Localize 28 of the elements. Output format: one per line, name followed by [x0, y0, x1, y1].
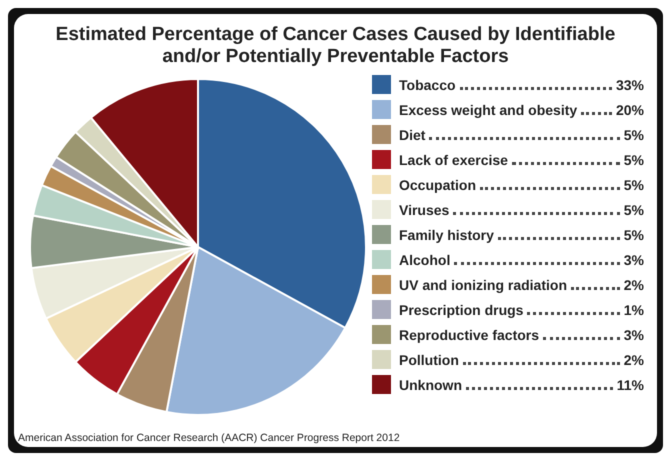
- legend-label: Family history: [399, 226, 494, 242]
- legend-label: Prescription drugs: [399, 302, 524, 318]
- data-label: 1%: [624, 302, 644, 318]
- data-label: 2%: [624, 276, 644, 292]
- data-label: 5%: [624, 176, 644, 192]
- data-label: 3%: [624, 252, 644, 268]
- legend-label: Unknown: [399, 376, 462, 392]
- legend-label: Alcohol: [399, 252, 450, 268]
- data-label: 5%: [624, 126, 644, 142]
- legend-label: Lack of exercise: [399, 152, 508, 168]
- legend-label: Reproductive factors: [399, 326, 540, 342]
- data-label: 20%: [616, 102, 644, 118]
- legend-label: Occupation: [399, 176, 476, 192]
- text: American Association for Cancer Research (AACR) Cancer Progress Report 2012: [18, 432, 400, 444]
- data-label: 5%: [624, 226, 644, 242]
- data-label: 2%: [624, 352, 644, 368]
- data-label: 33%: [616, 76, 644, 92]
- legend-label: Tobacco: [399, 76, 456, 92]
- chart-title: Estimated Percentage of Cancer Cases Caused by Identifiable and/or Potentially Preventable Factors: [54, 23, 616, 68]
- legend-label: Viruses: [399, 202, 450, 218]
- legend-label: UV and ionizing radiation: [399, 276, 567, 292]
- legend-label: Diet: [399, 126, 426, 142]
- data-label: 3%: [624, 326, 644, 342]
- data-label: 5%: [624, 202, 644, 218]
- data-label: 5%: [624, 152, 644, 168]
- data-label: 11%: [616, 376, 644, 392]
- legend-label: Pollution: [399, 352, 459, 368]
- legend-label: Excess weight and obesity: [399, 102, 578, 118]
